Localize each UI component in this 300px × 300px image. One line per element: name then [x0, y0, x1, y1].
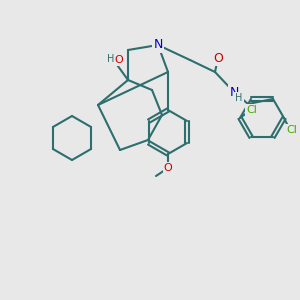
Text: Cl: Cl — [247, 105, 257, 115]
Text: O: O — [115, 55, 123, 65]
Text: O: O — [164, 163, 172, 173]
Text: N: N — [153, 38, 163, 52]
Text: O: O — [213, 52, 223, 64]
Text: N: N — [229, 85, 239, 98]
Text: Cl: Cl — [286, 125, 297, 135]
Text: H: H — [107, 54, 115, 64]
Text: H: H — [235, 93, 243, 103]
